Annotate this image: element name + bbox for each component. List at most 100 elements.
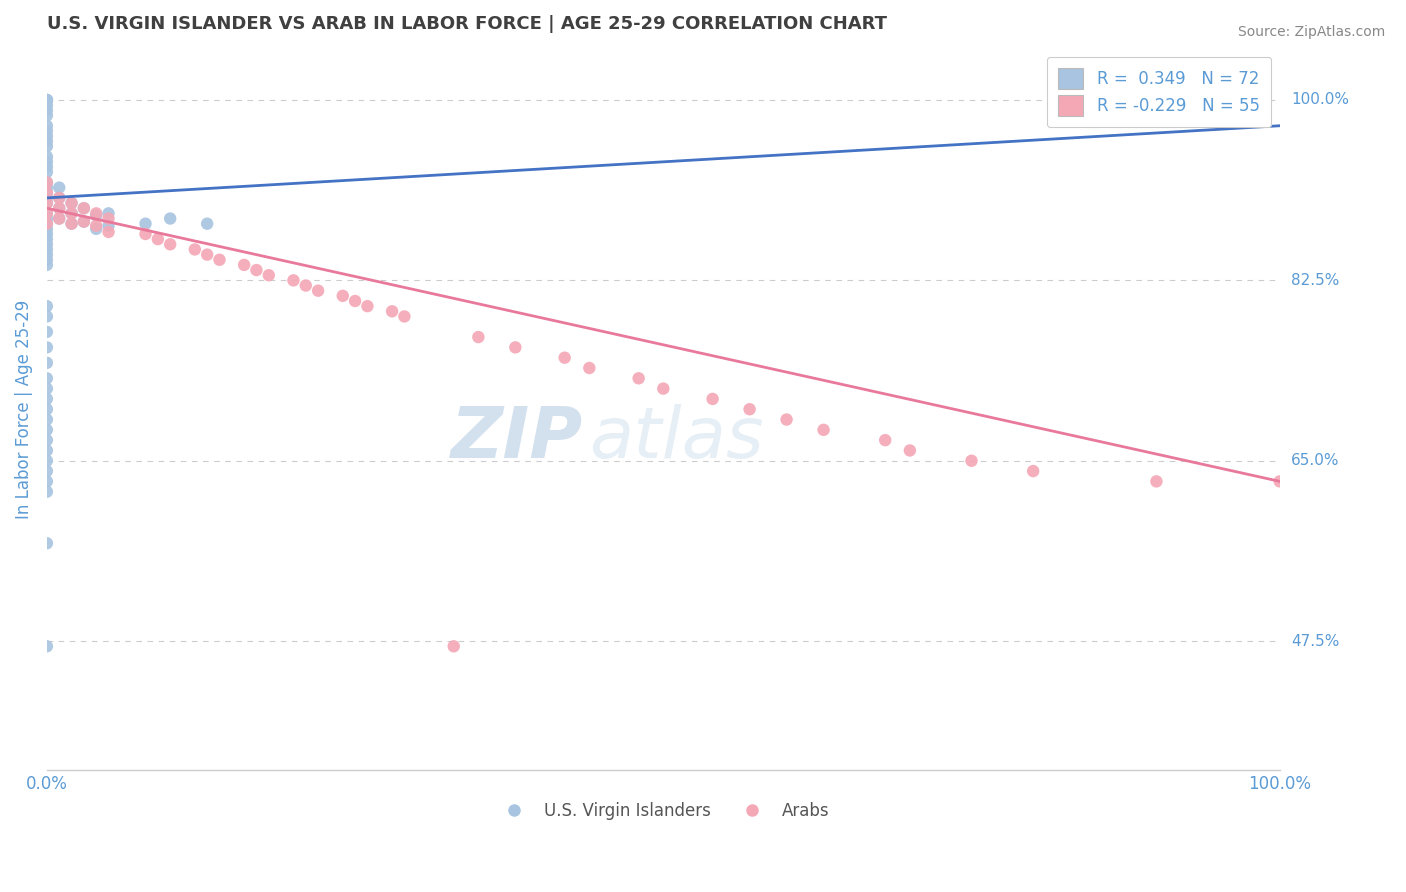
Point xyxy=(35,108,58,122)
Point xyxy=(73,201,96,215)
Point xyxy=(35,232,58,246)
Point xyxy=(60,206,83,220)
Point xyxy=(813,423,835,437)
Point xyxy=(35,310,58,324)
Point xyxy=(875,433,897,447)
Point xyxy=(35,243,58,257)
Point xyxy=(35,299,58,313)
Point xyxy=(1268,475,1291,489)
Text: 82.5%: 82.5% xyxy=(1291,273,1339,288)
Point xyxy=(381,304,404,318)
Point xyxy=(184,243,207,257)
Point xyxy=(48,191,70,205)
Point xyxy=(60,217,83,231)
Point xyxy=(73,201,96,215)
Point xyxy=(35,139,58,153)
Point xyxy=(35,402,58,417)
Point xyxy=(35,154,58,169)
Point xyxy=(35,176,58,190)
Point xyxy=(84,219,107,233)
Point xyxy=(48,211,70,226)
Point xyxy=(35,176,58,190)
Point xyxy=(35,134,58,148)
Point xyxy=(35,475,58,489)
Point xyxy=(84,209,107,223)
Point xyxy=(35,237,58,252)
Point xyxy=(35,196,58,211)
Point xyxy=(738,402,761,417)
Point xyxy=(35,371,58,385)
Point xyxy=(294,278,316,293)
Point xyxy=(35,160,58,174)
Point xyxy=(35,119,58,133)
Point xyxy=(627,371,650,385)
Point xyxy=(208,252,231,267)
Point xyxy=(159,211,181,226)
Point xyxy=(35,247,58,261)
Point xyxy=(245,263,267,277)
Point xyxy=(35,103,58,118)
Point xyxy=(84,222,107,236)
Point xyxy=(73,214,96,228)
Point xyxy=(344,293,367,308)
Point xyxy=(35,325,58,339)
Point xyxy=(35,129,58,144)
Point xyxy=(35,454,58,468)
Point xyxy=(960,454,983,468)
Point xyxy=(60,217,83,231)
Point xyxy=(195,217,218,231)
Text: atlas: atlas xyxy=(589,403,763,473)
Text: U.S. VIRGIN ISLANDER VS ARAB IN LABOR FORCE | AGE 25-29 CORRELATION CHART: U.S. VIRGIN ISLANDER VS ARAB IN LABOR FO… xyxy=(46,15,887,33)
Point xyxy=(35,640,58,654)
Point xyxy=(97,206,120,220)
Point xyxy=(1144,475,1167,489)
Point xyxy=(898,443,921,458)
Point xyxy=(48,180,70,194)
Point xyxy=(35,222,58,236)
Point xyxy=(35,227,58,241)
Text: ZIP: ZIP xyxy=(451,403,583,473)
Point xyxy=(332,289,354,303)
Point xyxy=(35,206,58,220)
Point xyxy=(35,98,58,112)
Point xyxy=(307,284,329,298)
Point xyxy=(35,124,58,138)
Point xyxy=(35,186,58,200)
Point xyxy=(195,247,218,261)
Point xyxy=(467,330,489,344)
Point xyxy=(35,382,58,396)
Point xyxy=(73,214,96,228)
Point xyxy=(48,191,70,205)
Point xyxy=(97,211,120,226)
Point xyxy=(702,392,724,406)
Point xyxy=(283,273,305,287)
Point xyxy=(60,196,83,211)
Point xyxy=(35,196,58,211)
Point xyxy=(35,412,58,426)
Point xyxy=(356,299,378,313)
Point xyxy=(60,196,83,211)
Point xyxy=(60,206,83,220)
Point xyxy=(578,361,600,376)
Point xyxy=(134,227,156,241)
Point xyxy=(48,211,70,226)
Point xyxy=(35,356,58,370)
Point xyxy=(35,340,58,354)
Point xyxy=(35,93,58,107)
Point xyxy=(443,640,465,654)
Text: Source: ZipAtlas.com: Source: ZipAtlas.com xyxy=(1237,25,1385,39)
Point xyxy=(35,186,58,200)
Point xyxy=(35,217,58,231)
Y-axis label: In Labor Force | Age 25-29: In Labor Force | Age 25-29 xyxy=(15,300,32,519)
Point xyxy=(35,180,58,194)
Point xyxy=(97,225,120,239)
Point xyxy=(775,412,797,426)
Point xyxy=(35,252,58,267)
Point xyxy=(35,211,58,226)
Legend: U.S. Virgin Islanders, Arabs: U.S. Virgin Islanders, Arabs xyxy=(491,796,837,827)
Point xyxy=(35,191,58,205)
Point xyxy=(505,340,527,354)
Text: 100.0%: 100.0% xyxy=(1291,93,1348,107)
Point xyxy=(146,232,169,246)
Point xyxy=(35,423,58,437)
